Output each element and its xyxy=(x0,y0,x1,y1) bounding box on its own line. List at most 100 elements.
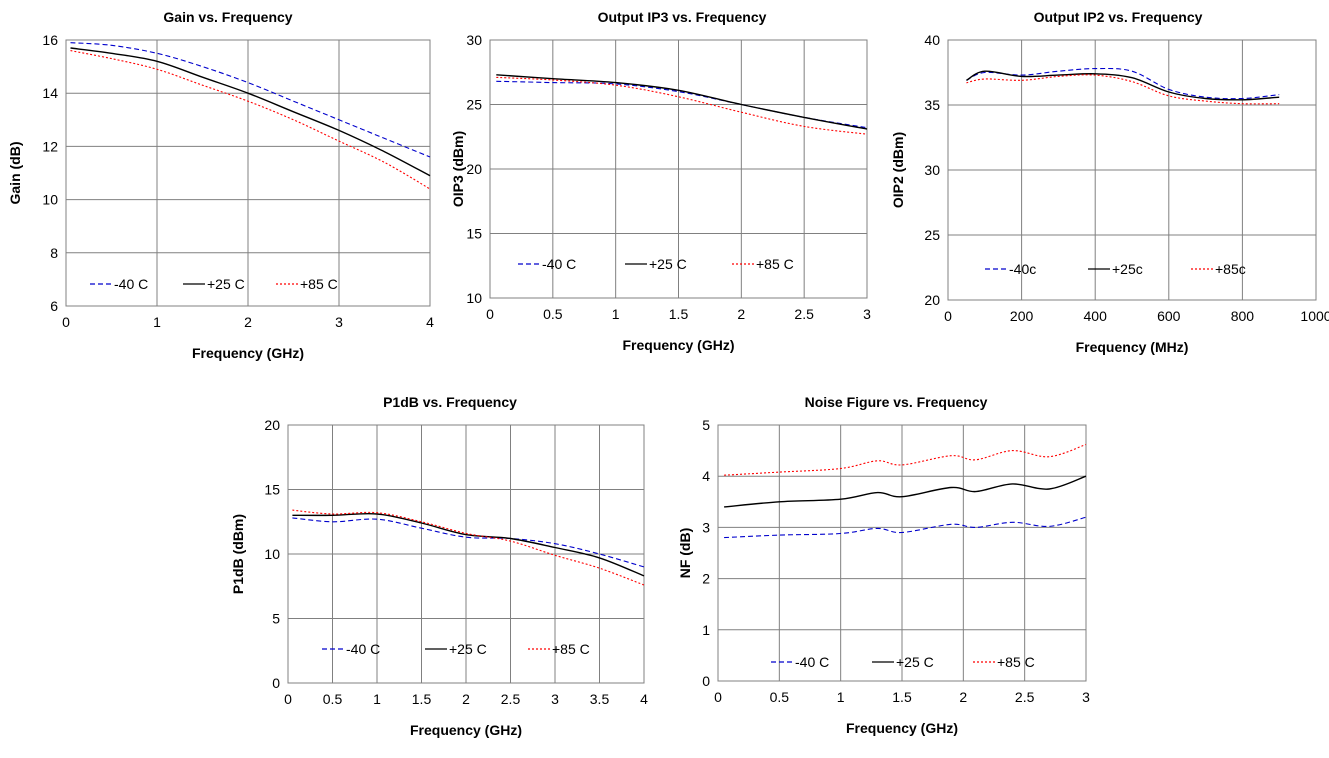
legend-label: +85 C xyxy=(997,654,1035,670)
y-axis-label: OIP2 (dBm) xyxy=(890,132,906,208)
series-line-3 xyxy=(70,50,431,190)
legend-label: +25 C xyxy=(649,256,687,272)
legend-label: +25 C xyxy=(449,641,487,657)
series-line-1 xyxy=(966,67,1280,100)
series-line-3 xyxy=(966,74,1280,105)
x-axis-label: Frequency (GHz) xyxy=(410,722,522,738)
legend-label: -40 C xyxy=(795,654,829,670)
y-tick-label: 15 xyxy=(264,482,280,498)
y-tick-label: 30 xyxy=(924,162,940,178)
x-tick-label: 0 xyxy=(714,689,722,705)
y-tick-label: 35 xyxy=(924,97,940,113)
series-line-2 xyxy=(496,74,868,130)
x-tick-label: 0.5 xyxy=(323,691,343,707)
y-axis-label: OIP3 (dBm) xyxy=(450,131,466,207)
x-tick-label: 3 xyxy=(335,314,343,330)
legend-label: +85c xyxy=(1215,261,1246,277)
x-tick-label: 3 xyxy=(551,691,559,707)
chart-title: Output IP3 vs. Frequency xyxy=(598,9,767,25)
x-tick-label: 400 xyxy=(1084,308,1108,324)
x-axis-label: Frequency (GHz) xyxy=(192,345,304,361)
y-tick-label: 25 xyxy=(924,227,940,243)
y-tick-label: 25 xyxy=(466,97,482,113)
y-axis-label: Gain (dB) xyxy=(7,142,23,205)
x-tick-label: 2 xyxy=(737,306,745,322)
y-tick-label: 20 xyxy=(924,292,940,308)
chart-3: Output IP2 vs. Frequency 0 200 400 600 800 100… xyxy=(890,9,1329,355)
series-line-1 xyxy=(70,42,431,158)
y-tick-label: 40 xyxy=(924,32,940,48)
y-tick-label: 0 xyxy=(272,675,280,691)
plot-area xyxy=(287,424,645,684)
x-tick-label: 2 xyxy=(462,691,470,707)
y-tick-label: 5 xyxy=(702,417,710,433)
y-tick-label: 4 xyxy=(702,468,710,484)
x-tick-label: 2.5 xyxy=(794,306,814,322)
y-tick-label: 15 xyxy=(466,226,482,242)
plot-area xyxy=(65,39,431,307)
legend-label: -40c xyxy=(1009,261,1036,277)
chart-2: Output IP3 vs. Frequency 0 0.5 1 1.5 2 2.5 3 10 1… xyxy=(450,9,871,353)
y-tick-label: 0 xyxy=(702,673,710,689)
x-axis-label: Frequency (MHz) xyxy=(1076,339,1189,355)
series-line-1 xyxy=(724,516,1087,539)
legend-label: +85 C xyxy=(552,641,590,657)
x-axis-label: Frequency (GHz) xyxy=(622,337,734,353)
x-tick-label: 0.5 xyxy=(543,306,563,322)
legend-label: -40 C xyxy=(114,276,148,292)
x-tick-label: 1.5 xyxy=(669,306,689,322)
y-tick-label: 10 xyxy=(264,546,280,562)
y-tick-label: 3 xyxy=(702,519,710,535)
x-tick-label: 3 xyxy=(863,306,871,322)
series-line-3 xyxy=(496,76,868,135)
series-line-2 xyxy=(966,70,1280,101)
y-tick-label: 20 xyxy=(264,417,280,433)
x-tick-label: 1.5 xyxy=(892,689,912,705)
legend-label: +25 C xyxy=(207,276,245,292)
legend-label: -40 C xyxy=(542,256,576,272)
y-tick-label: 10 xyxy=(42,192,58,208)
chart-5: Noise Figure vs. Frequency 0 0.5 1 1.5 2 2.5 3 0… xyxy=(677,394,1090,736)
chart-title: P1dB vs. Frequency xyxy=(383,394,517,410)
y-tick-label: 20 xyxy=(466,161,482,177)
chart-title: Output IP2 vs. Frequency xyxy=(1034,9,1203,25)
x-tick-label: 4 xyxy=(640,691,648,707)
x-tick-label: 3 xyxy=(1082,689,1090,705)
x-tick-label: 0.5 xyxy=(770,689,790,705)
x-tick-label: 0 xyxy=(284,691,292,707)
legend-label: -40 C xyxy=(346,641,380,657)
x-tick-label: 3.5 xyxy=(590,691,610,707)
x-tick-label: 4 xyxy=(426,314,434,330)
y-tick-label: 5 xyxy=(272,611,280,627)
chart-title: Noise Figure vs. Frequency xyxy=(805,394,988,410)
y-tick-label: 6 xyxy=(50,298,58,314)
series-line-1 xyxy=(292,517,645,568)
y-tick-label: 12 xyxy=(42,138,58,154)
series-line-3 xyxy=(292,509,645,586)
series-line-1 xyxy=(496,80,868,129)
x-tick-label: 0 xyxy=(62,314,70,330)
series-line-3 xyxy=(724,443,1087,476)
y-tick-label: 16 xyxy=(42,32,58,48)
legend-label: +25 C xyxy=(896,654,934,670)
x-axis-label: Frequency (GHz) xyxy=(846,720,958,736)
x-tick-label: 1.5 xyxy=(412,691,432,707)
x-tick-label: 2.5 xyxy=(1015,689,1035,705)
y-axis-label: NF (dB) xyxy=(677,528,693,579)
legend-label: +85 C xyxy=(756,256,794,272)
x-tick-label: 2 xyxy=(244,314,252,330)
chart-title: Gain vs. Frequency xyxy=(163,9,292,25)
x-tick-label: 2.5 xyxy=(501,691,521,707)
plot-area xyxy=(717,424,1087,682)
x-tick-label: 0 xyxy=(944,308,952,324)
x-tick-label: 1 xyxy=(153,314,161,330)
y-tick-label: 2 xyxy=(702,571,710,587)
plot-area xyxy=(489,39,868,299)
legend-label: +85 C xyxy=(300,276,338,292)
x-tick-label: 0 xyxy=(486,306,494,322)
x-tick-label: 200 xyxy=(1010,308,1034,324)
x-tick-label: 2 xyxy=(959,689,967,705)
x-tick-label: 1 xyxy=(373,691,381,707)
x-tick-label: 1 xyxy=(837,689,845,705)
